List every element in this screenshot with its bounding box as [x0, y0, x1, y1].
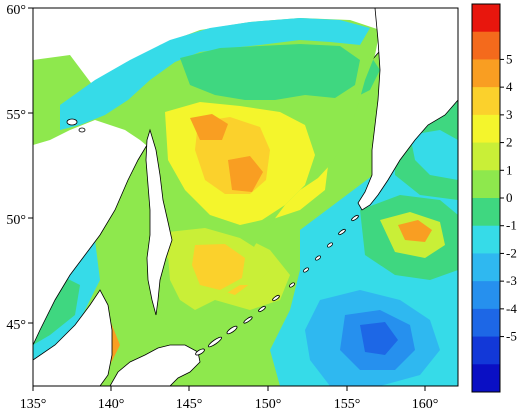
- colorbar-label: 2: [506, 135, 513, 150]
- lat-tick-60: 60°: [6, 3, 26, 18]
- anomaly-kamchatka-cyan: [410, 130, 458, 180]
- colorbar-swatch: [472, 336, 500, 365]
- lon-tick-135: 135°: [20, 397, 47, 412]
- lon-tick-145: 145°: [176, 397, 203, 412]
- lon-tick-140: 140°: [98, 397, 125, 412]
- lat-tick-55: 55°: [6, 108, 26, 123]
- kuril-islands: [195, 214, 359, 356]
- anomaly-south-orange-top: [192, 244, 245, 290]
- map-plot-area: [33, 8, 458, 386]
- colorbar-label: -4: [506, 301, 517, 316]
- colorbar-swatch: [472, 364, 500, 393]
- anomaly-center-dark-top-2: [190, 114, 228, 140]
- colorbar-label: -1: [506, 218, 517, 233]
- anomaly-pacific-orange: [398, 220, 432, 242]
- colorbar-swatch: [472, 142, 500, 171]
- colorbar-swatch: [472, 31, 500, 60]
- colorbar-swatch: [472, 59, 500, 88]
- land-japan: [109, 344, 201, 386]
- shantar-islands: [66, 118, 86, 133]
- colorbar-swatch: [472, 198, 500, 227]
- lat-tick-50: 50°: [6, 213, 26, 228]
- colorbar-swatch: [472, 4, 500, 33]
- colorbar-label: 1: [506, 162, 513, 177]
- anomaly-north-cyan-top: [60, 18, 370, 130]
- colorbar-label: 4: [506, 79, 513, 94]
- lon-tick-160: 160°: [412, 397, 439, 412]
- map-frame: [32, 7, 459, 387]
- anomaly-north-green-top: [180, 44, 360, 100]
- anomaly-center-dark-top: [228, 156, 263, 192]
- colorbar-swatch: [472, 170, 500, 199]
- colorbar-swatch: [472, 225, 500, 254]
- colorbar-swatch: [472, 114, 500, 144]
- land-kamchatka: [357, 8, 458, 211]
- tick-marks: [28, 7, 426, 391]
- colorbar-label: 5: [506, 51, 513, 66]
- lon-tick-155: 155°: [334, 397, 361, 412]
- colorbar-label: 3: [506, 107, 513, 122]
- colorbar-label: 0: [506, 190, 513, 205]
- colorbar-swatch: [472, 253, 500, 282]
- colorbar: 5 4 3 2 1 0 -1 -2 -3 -4 -5: [471, 3, 517, 393]
- land-sakhalin: [145, 128, 173, 316]
- colorbar-label: -5: [506, 329, 517, 344]
- colorbar-label: -2: [506, 245, 517, 260]
- anomaly-pacific-deepblue: [360, 322, 398, 355]
- colorbar-swatch: [472, 308, 500, 338]
- colorbar-label: -3: [506, 273, 517, 288]
- colorbar-swatch: [472, 87, 500, 116]
- lon-tick-150: 150°: [255, 397, 282, 412]
- colorbar-swatch: [472, 281, 500, 310]
- lat-tick-45: 45°: [6, 318, 26, 333]
- land-japan-west: [33, 289, 113, 386]
